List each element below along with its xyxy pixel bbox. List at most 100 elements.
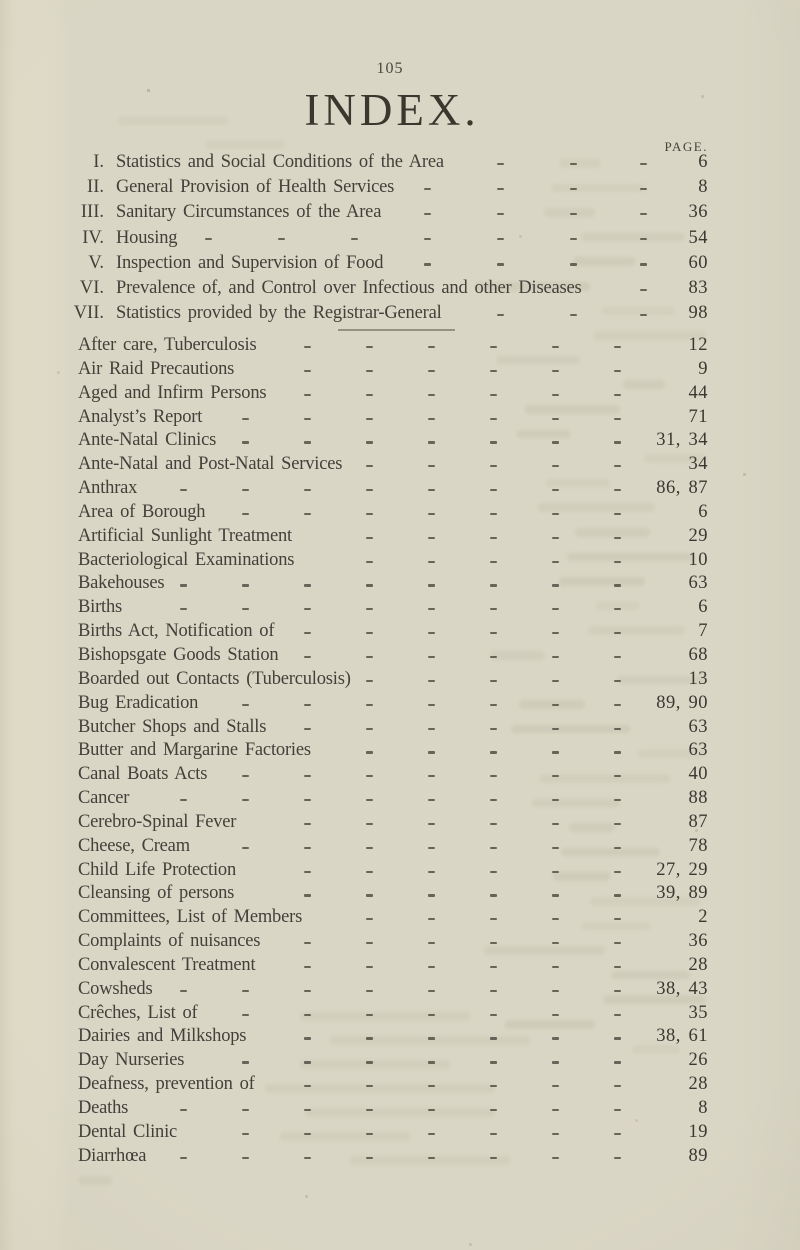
leader-dash xyxy=(366,441,373,444)
leader-dash xyxy=(614,775,621,778)
leader-dash xyxy=(366,1061,373,1064)
leader-dash xyxy=(366,703,373,706)
leader-dash xyxy=(180,799,187,802)
leader-dash xyxy=(304,965,311,969)
entry-page-number: 13 xyxy=(688,668,708,689)
leader-dash xyxy=(366,846,373,849)
leader-dash xyxy=(428,512,435,516)
entry-label: Statistics and Social Conditions of the … xyxy=(116,152,444,172)
index-entry-row: After care, Tuberculosis 12 xyxy=(0,334,800,358)
entry-page-number: 89, 90 xyxy=(656,692,708,713)
index-entry-row: Committees, List of Members 2 xyxy=(0,906,800,930)
leader-dash xyxy=(428,1013,435,1016)
entry-label: Committees, List of Members xyxy=(78,907,303,928)
entry-label: Inspection and Supervision of Food xyxy=(116,252,384,273)
entry-label: Bakehouses xyxy=(78,573,165,594)
entry-page-number: 35 xyxy=(688,1002,708,1023)
entry-label: Aged and Infirm Persons xyxy=(78,382,267,403)
leader-dash xyxy=(490,465,497,468)
leader-dash xyxy=(497,263,504,266)
leader-dash xyxy=(552,727,559,730)
leader-dash xyxy=(366,822,373,826)
leader-dash xyxy=(304,1037,311,1040)
leader-dash xyxy=(552,942,559,945)
leader-dash xyxy=(614,822,621,826)
leader-dash xyxy=(366,584,373,587)
entry-page-number: 29 xyxy=(688,525,708,546)
index-entry-row: Convalescent Treatment 28 xyxy=(0,954,800,978)
leader-dash xyxy=(428,1109,435,1112)
entry-label: Cowsheds xyxy=(78,978,153,999)
leader-dash xyxy=(304,775,311,778)
leader-dash xyxy=(424,263,431,266)
leader-dash xyxy=(552,465,559,468)
leader-dash xyxy=(552,965,559,969)
leader-dash xyxy=(614,512,621,516)
leader-dash xyxy=(428,536,435,539)
entry-label: Bug Eradication xyxy=(78,692,199,713)
leader-dash xyxy=(366,512,373,516)
leader-dash xyxy=(304,1156,311,1159)
leader-dash xyxy=(614,1061,621,1064)
leader-dash xyxy=(242,1109,249,1112)
leader-dash xyxy=(490,870,497,873)
leader-dash xyxy=(614,1037,621,1040)
leader-dash xyxy=(304,799,311,802)
leader-dash xyxy=(490,536,497,539)
leader-dash xyxy=(614,1132,621,1136)
leader-dash xyxy=(366,632,373,635)
leader-dash xyxy=(428,1156,435,1159)
leader-dash xyxy=(428,346,435,349)
entry-label: Child Life Protection xyxy=(78,859,237,880)
leader-dash xyxy=(242,1061,249,1064)
leader-dash xyxy=(552,846,559,849)
leader-dash xyxy=(366,655,373,659)
leader-dash xyxy=(552,918,559,921)
leader-dash xyxy=(428,1132,435,1136)
leader-dash xyxy=(304,369,311,373)
leader-dash xyxy=(490,1013,497,1016)
leader-dash xyxy=(304,727,311,730)
entry-page-number: 39, 89 xyxy=(656,883,708,904)
leader-dash xyxy=(366,942,373,945)
leader-dash xyxy=(614,894,621,897)
leader-dash xyxy=(428,369,435,373)
entry-page-number: 28 xyxy=(688,954,708,975)
leader-dash xyxy=(366,536,373,539)
index-entry-row: Butcher Shops and Stalls 63 xyxy=(0,716,800,740)
leader-dash xyxy=(242,799,249,802)
index-entry-row: Canal Boats Acts 40 xyxy=(0,763,800,787)
leader-dash xyxy=(490,1132,497,1136)
leader-dash xyxy=(428,584,435,587)
leader-dash xyxy=(570,187,577,190)
leader-dash xyxy=(180,489,187,492)
leader-dash xyxy=(552,536,559,539)
leader-dash xyxy=(497,313,504,316)
index-entry-row: Analyst’s Report 71 xyxy=(0,406,800,430)
leader-dash xyxy=(180,1156,187,1159)
leader-dash xyxy=(428,918,435,921)
entry-label: After care, Tuberculosis xyxy=(78,335,257,355)
leader-dash xyxy=(428,846,435,849)
leader-dash xyxy=(614,632,621,635)
leader-dash xyxy=(552,1132,559,1136)
leader-dash xyxy=(552,393,559,396)
contents-row: VII. Statistics provided by the Registra… xyxy=(0,301,800,326)
index-entry-row: Births 6 xyxy=(0,596,800,620)
leader-dash xyxy=(304,703,311,706)
leader-dash xyxy=(614,1013,621,1016)
leader-dash xyxy=(242,441,249,444)
leader-dash xyxy=(552,1109,559,1112)
leader-dash xyxy=(552,751,559,754)
entry-page-number: 12 xyxy=(688,335,708,355)
leader-dash xyxy=(552,894,559,897)
leader-dash xyxy=(490,584,497,587)
leader-dash xyxy=(497,187,504,190)
leader-dash xyxy=(490,703,497,706)
index-entry-row: Bacteriological Examinations 10 xyxy=(0,549,800,573)
leader-dash xyxy=(552,346,559,349)
entry-label: Convalescent Treatment xyxy=(78,954,256,975)
index-entry-row: Cleansing of persons 39, 89 xyxy=(0,882,800,906)
leader-dash xyxy=(242,608,249,611)
leader-dash xyxy=(304,584,311,587)
